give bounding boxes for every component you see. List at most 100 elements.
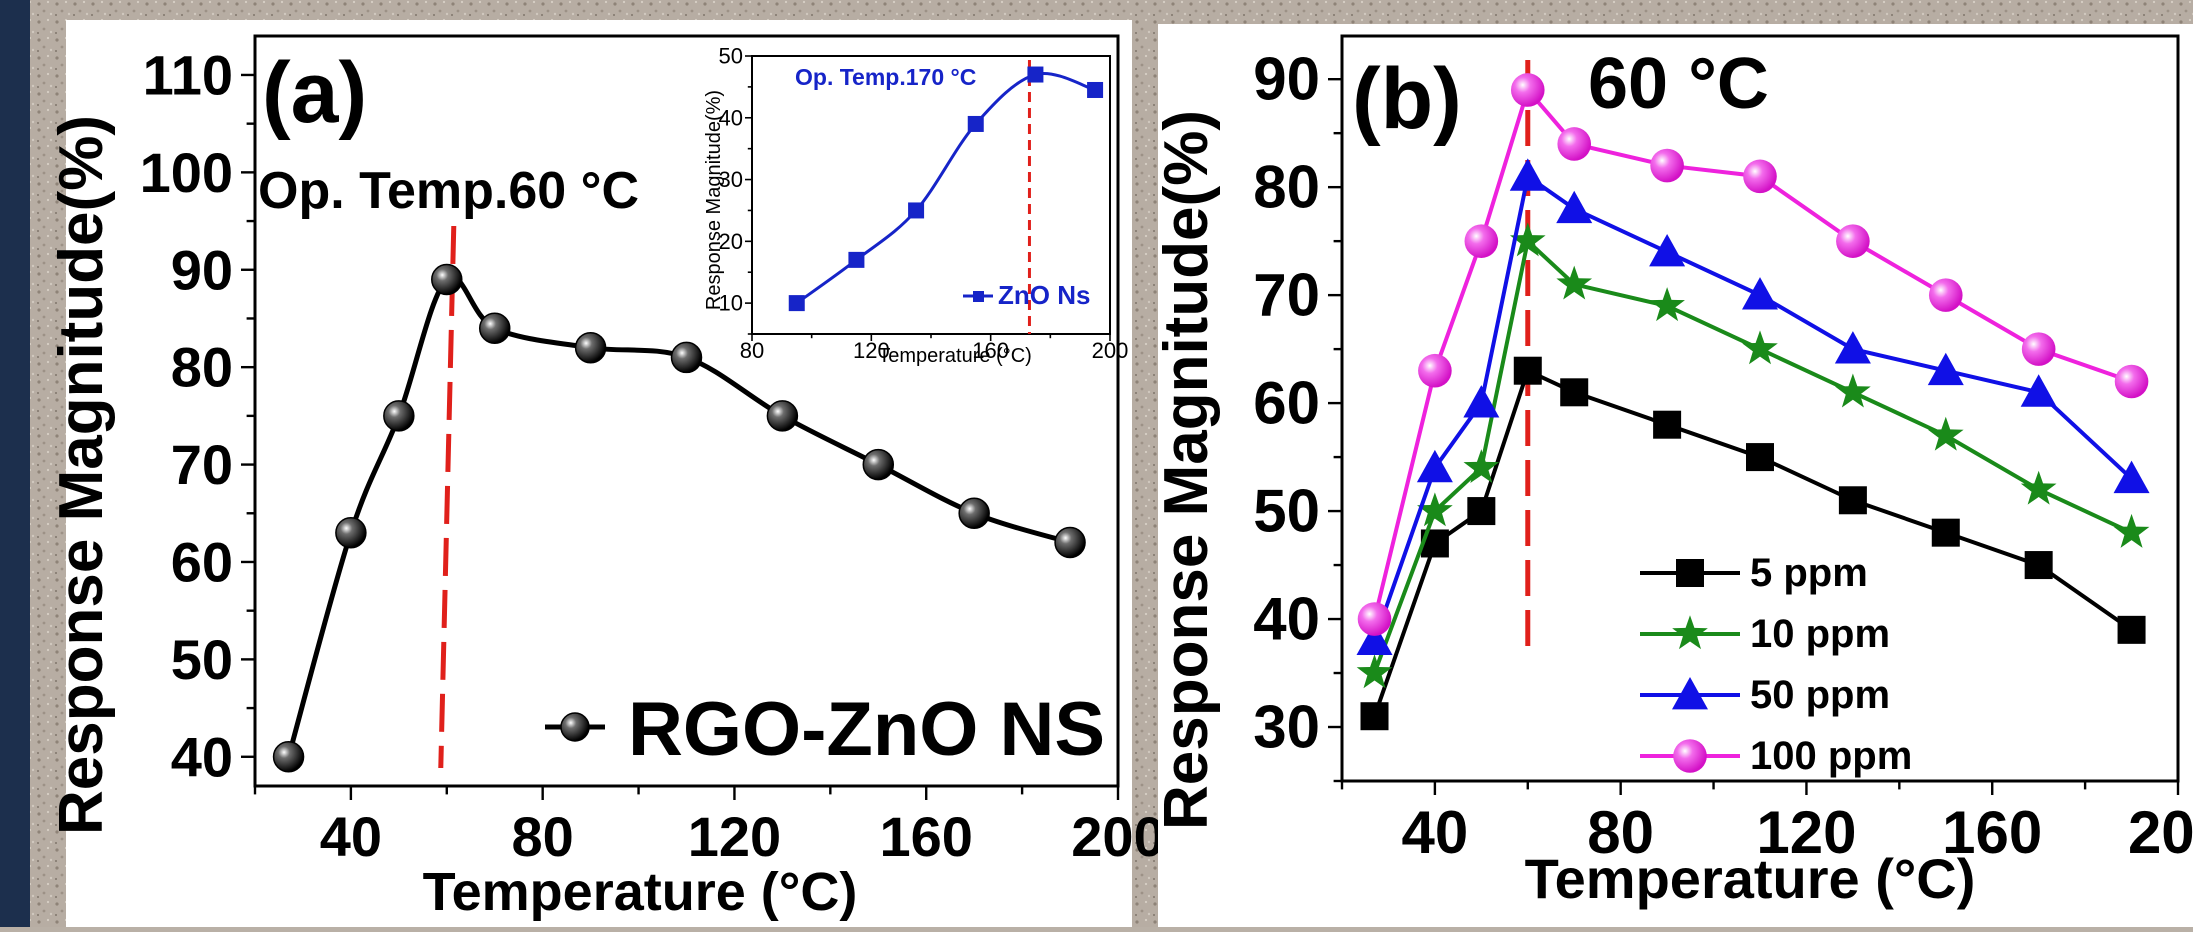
panel-b-x-tick-label: 160 xyxy=(1942,799,2042,866)
inset-legend-marker xyxy=(973,291,984,302)
panel-b-point xyxy=(1742,330,1778,365)
panel-a-point xyxy=(766,400,799,432)
panel-b-point xyxy=(1463,449,1500,484)
panel-a-y-tick-label: 110 xyxy=(143,43,233,106)
panel-a-x-tick-label: 40 xyxy=(320,805,382,868)
panel-b-point xyxy=(1467,497,1496,526)
panel-a-axes: 40 80 120 160 200 40 50 60 70 80 90 100 110 xyxy=(140,34,1165,868)
panel-b-x-tick-label: 40 xyxy=(1402,799,1469,866)
panel-a-y-tick-label: 60 xyxy=(171,530,233,593)
panel-b-legend: 5 ppm 10 ppm 50 ppm 100 ppm xyxy=(1640,551,1912,778)
panel-b-point xyxy=(2113,460,2150,494)
inset-xlabel: Temperature (°C) xyxy=(878,345,1032,367)
panel-a-annotation: Op. Temp.60 °C xyxy=(258,162,639,220)
panel-a-plot-frame xyxy=(253,34,1120,788)
panel-a-legend: RGO-ZnO NS xyxy=(545,687,1105,772)
inset-background xyxy=(752,56,1110,334)
panel-b-x-tick-label: 80 xyxy=(1587,799,1654,866)
panel-a-data xyxy=(272,225,1086,773)
left-strip xyxy=(0,0,30,927)
panel-a-point xyxy=(383,400,415,432)
panel-b-point xyxy=(2020,374,2057,407)
panel-b-point xyxy=(1416,449,1453,483)
panel-b-point xyxy=(1650,148,1684,183)
inset-x-tick-label: 80 xyxy=(740,338,764,363)
panel-b-point xyxy=(1927,352,1964,386)
inset-legend: ZnO Ns xyxy=(963,280,1090,310)
panel-a-y-tick-label: 80 xyxy=(171,336,233,399)
panel-b-point xyxy=(1556,190,1593,224)
panel-a-x-tick-label: 80 xyxy=(512,805,574,868)
panel-a-series-line xyxy=(286,274,1071,758)
panel-a-point xyxy=(1054,526,1086,559)
panel-b-point xyxy=(1742,277,1778,310)
panel-a-legend-label: RGO-ZnO NS xyxy=(628,687,1105,772)
panel-a-xlabel: Temperature (°C) xyxy=(423,862,858,922)
panel-b-point xyxy=(2117,615,2146,644)
panel-b-point xyxy=(1557,127,1592,161)
panel-b-y-tick-label: 60 xyxy=(1253,370,1320,437)
panel-b-point xyxy=(1360,702,1389,731)
panel-a-point xyxy=(335,517,367,549)
panel-b-legend-label: 50 ppm xyxy=(1750,673,1890,717)
panel-b-legend-label: 10 ppm xyxy=(1750,612,1890,656)
panel-b-plot-frame xyxy=(1340,34,2180,783)
panel-b-legend-marker xyxy=(1672,615,1708,650)
panel-b-point xyxy=(1556,265,1593,300)
panel-a-point xyxy=(478,312,511,344)
panel-b-point xyxy=(1834,331,1871,364)
inset-axes: 80 120 160 200 10 20 30 40 50 xyxy=(719,44,1129,364)
panel-b-y-tick-label: 90 xyxy=(1253,46,1320,113)
panel-b-point xyxy=(1464,224,1499,258)
panel-b-y-tick-label: 70 xyxy=(1253,262,1320,329)
panel-a-x-tick-label: 200 xyxy=(1071,805,1164,868)
panel-a-point xyxy=(862,448,895,481)
panel-b-point xyxy=(1510,73,1545,107)
panel-a-x-tick-label: 120 xyxy=(688,805,781,868)
panel-a-y-tick-label: 100 xyxy=(140,141,233,204)
inset-data xyxy=(788,60,1104,334)
panel-b-point xyxy=(1356,654,1393,689)
panel-a-x-tick-label: 160 xyxy=(880,805,973,868)
inset-annotation: Op. Temp.170 °C xyxy=(795,64,976,90)
panel-a-point xyxy=(958,497,990,530)
inset-y-tick-label: 30 xyxy=(719,167,743,192)
panel-a-point xyxy=(574,331,607,364)
panel-b-x-tick-label: 200 xyxy=(2128,799,2193,866)
panel-b-y-tick-label: 80 xyxy=(1253,154,1320,221)
panel-b-point xyxy=(1649,287,1685,322)
inset-ylabel: Response Magnitude(%) xyxy=(703,90,725,310)
panel-b-legend-marker xyxy=(1673,739,1707,773)
panel-b-point xyxy=(1931,518,1960,547)
inset-chart: 80 120 160 200 10 20 30 40 50 Op. Temp.170 °C Re… xyxy=(703,44,1128,368)
panel-b-point xyxy=(1746,443,1774,472)
panel-b-point xyxy=(1838,486,1867,515)
panel-a-point xyxy=(272,741,305,773)
panel-b-y-tick-label: 30 xyxy=(1253,694,1320,761)
panel-b-point xyxy=(1356,622,1393,656)
panel-b-point xyxy=(2020,470,2057,505)
panel-b-point xyxy=(1357,602,1392,636)
panel-a-legend-marker xyxy=(560,712,590,742)
panel-b-point xyxy=(1928,278,1963,312)
panel-b-x-tick-label: 120 xyxy=(1756,799,1856,866)
panel-b-point xyxy=(2113,513,2150,548)
inset-point xyxy=(967,115,984,132)
inset-point xyxy=(1087,81,1104,98)
inset-legend-label: ZnO Ns xyxy=(998,280,1090,310)
panel-a-marker-line xyxy=(438,225,457,769)
panel-b-point xyxy=(1649,233,1686,267)
panel-b-point xyxy=(2021,332,2056,366)
inset-point xyxy=(908,202,925,219)
inset-y-tick-label: 20 xyxy=(719,229,743,254)
panel-b-legend-label: 100 ppm xyxy=(1750,734,1912,778)
panel-b-point xyxy=(2114,364,2149,399)
panel-b-ylabel: Response Magnitude(%) xyxy=(1152,110,1221,830)
panel-b-point xyxy=(1927,416,1964,451)
panel-b-legend-marker xyxy=(1672,677,1708,710)
panel-a-y-tick-label: 90 xyxy=(171,238,233,301)
panel-b-point xyxy=(1835,373,1871,408)
inset-y-tick-label: 50 xyxy=(719,44,743,69)
panel-a-ylabel: Response Magnitude(%) xyxy=(47,115,116,835)
inset-point xyxy=(788,295,805,312)
